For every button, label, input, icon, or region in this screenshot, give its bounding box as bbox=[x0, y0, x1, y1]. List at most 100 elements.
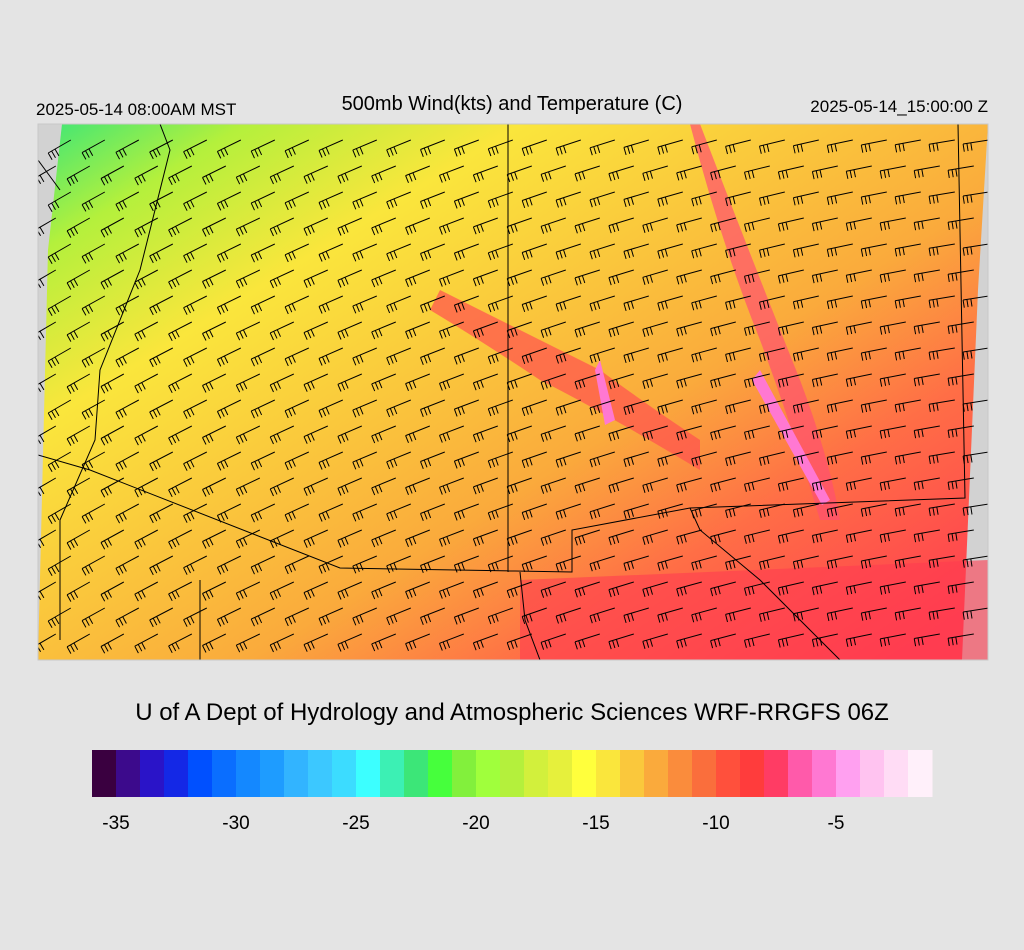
colorbar-swatch bbox=[332, 750, 357, 797]
wind-barb bbox=[879, 425, 906, 439]
wind-barb bbox=[574, 529, 600, 546]
wind-barb bbox=[134, 633, 159, 654]
wind-barb bbox=[405, 269, 430, 287]
wind-barb bbox=[386, 139, 411, 158]
wind-barb bbox=[928, 451, 955, 465]
wind-barb bbox=[352, 607, 377, 626]
wind-barb bbox=[405, 633, 430, 651]
warm-core bbox=[595, 360, 615, 425]
wind-barb bbox=[38, 269, 57, 289]
wind-barb bbox=[269, 529, 295, 549]
wind-barb bbox=[183, 607, 208, 627]
wind-barb bbox=[439, 217, 464, 235]
wind-barb bbox=[269, 321, 295, 341]
wind-barb bbox=[269, 165, 295, 185]
wind-barb bbox=[284, 555, 310, 575]
wind-barb bbox=[66, 217, 91, 238]
colorbar-tick-label: -5 bbox=[828, 813, 845, 834]
wind-barb bbox=[725, 607, 751, 623]
colorbar-swatch bbox=[572, 750, 597, 797]
colorbar-tick-label: -15 bbox=[582, 813, 609, 834]
wind-barb bbox=[47, 295, 72, 317]
wind-barb bbox=[183, 347, 208, 367]
wind-barb bbox=[318, 451, 344, 470]
wind-barb bbox=[183, 555, 208, 575]
wind-barb bbox=[589, 451, 615, 468]
wind-barb bbox=[913, 373, 940, 387]
wind-barb bbox=[725, 399, 751, 415]
wind-barb bbox=[710, 633, 736, 649]
colorbar-swatch bbox=[644, 750, 669, 797]
wind-barb bbox=[250, 139, 276, 159]
wind-barb bbox=[574, 321, 600, 338]
wind-barb bbox=[506, 529, 532, 547]
wind-barb bbox=[879, 321, 906, 335]
wind-barb bbox=[506, 425, 532, 443]
wind-barb bbox=[676, 373, 702, 389]
wind-barb bbox=[352, 191, 377, 210]
wind-barb bbox=[623, 139, 649, 156]
wind-barb bbox=[202, 373, 227, 393]
wind-barb bbox=[894, 191, 921, 205]
wind-barb bbox=[115, 555, 140, 576]
wind-barbs bbox=[38, 139, 988, 654]
wind-barb bbox=[269, 581, 295, 601]
wind-barb bbox=[284, 607, 310, 627]
wind-barb bbox=[676, 165, 702, 181]
wind-barb bbox=[759, 607, 785, 622]
wind-barb bbox=[845, 373, 872, 387]
wind-barb bbox=[420, 555, 445, 573]
wind-barb bbox=[710, 165, 736, 181]
wind-barb bbox=[168, 477, 193, 498]
wind-barb bbox=[183, 139, 208, 159]
wind-barb bbox=[555, 555, 581, 572]
wind-barb bbox=[589, 607, 615, 624]
wind-barb bbox=[608, 269, 634, 286]
wind-barb bbox=[487, 191, 513, 209]
wind-barb bbox=[691, 503, 717, 519]
wind-barb bbox=[115, 399, 140, 420]
wind-barb bbox=[284, 503, 310, 523]
wind-barb bbox=[487, 555, 513, 573]
colorbar-swatch bbox=[452, 750, 477, 797]
colorbar-swatch bbox=[188, 750, 213, 797]
wind-barb bbox=[100, 477, 125, 498]
wind-barb bbox=[947, 217, 974, 230]
wind-barb bbox=[420, 399, 445, 417]
wind-barb bbox=[472, 581, 498, 599]
wind-barb bbox=[337, 425, 362, 444]
wind-barb bbox=[792, 399, 819, 414]
wind-barb bbox=[134, 425, 159, 446]
wind-barb bbox=[487, 347, 513, 365]
wind-barb bbox=[744, 633, 770, 648]
wind-barb bbox=[216, 607, 242, 627]
wind-barb bbox=[759, 191, 785, 206]
wind-barb bbox=[371, 269, 396, 288]
wind-barb bbox=[337, 217, 362, 236]
wind-barb bbox=[826, 243, 853, 258]
wind-barb bbox=[589, 191, 615, 208]
colorbar-swatch bbox=[500, 750, 525, 797]
wind-barb bbox=[879, 373, 906, 387]
wind-barb bbox=[318, 503, 344, 522]
wind-barb bbox=[744, 477, 770, 492]
wind-barb bbox=[608, 529, 634, 546]
wind-barb bbox=[894, 347, 921, 361]
wind-barb bbox=[657, 295, 683, 311]
wind-barb bbox=[555, 399, 581, 416]
wind-barb bbox=[352, 555, 377, 574]
wind-barb bbox=[439, 529, 464, 547]
wind-barb bbox=[134, 581, 159, 602]
wind-barb bbox=[250, 555, 276, 575]
wind-barb bbox=[269, 633, 295, 653]
wind-barb bbox=[47, 451, 72, 473]
wind-barb bbox=[657, 347, 683, 363]
wind-barb bbox=[777, 269, 804, 284]
wind-barb bbox=[642, 425, 668, 441]
wind-barb bbox=[860, 503, 887, 517]
wind-barb bbox=[744, 321, 770, 336]
wind-barb bbox=[66, 477, 91, 498]
wind-barb bbox=[811, 217, 838, 232]
wind-barb bbox=[472, 425, 498, 443]
wind-barb bbox=[66, 633, 91, 654]
